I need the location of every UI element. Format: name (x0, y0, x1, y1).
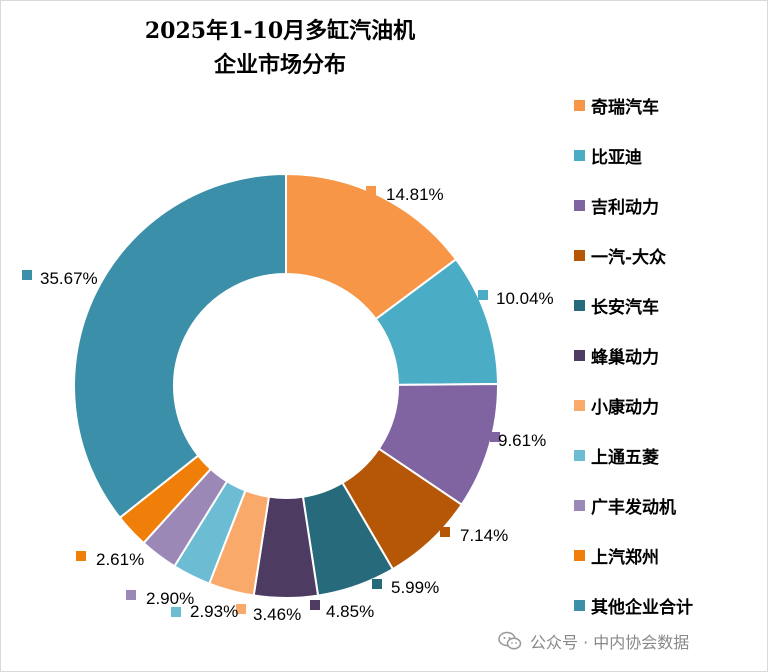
data-label-marker-1 (366, 186, 376, 196)
legend-swatch (574, 349, 585, 361)
legend-label: 奇瑞汽车 (591, 97, 659, 118)
slice-1 (285, 172, 458, 321)
slice-11 (73, 172, 287, 520)
data-label-6: 4.85% (326, 602, 374, 621)
legend-label: 其他企业合计 (591, 597, 693, 618)
legend-label: 小康动力 (591, 397, 659, 418)
legend-label: 长安汽车 (591, 297, 659, 318)
legend-swatch (574, 199, 585, 211)
legend-swatch (574, 99, 585, 111)
data-label-2: 10.04% (496, 289, 554, 308)
legend-label: 上汽郑州 (591, 547, 659, 568)
data-label-marker-6 (310, 600, 320, 610)
data-label-1: 14.81% (386, 185, 444, 204)
legend-swatch (574, 399, 585, 411)
legend-item-8: 上通五菱 (574, 440, 659, 470)
data-label-marker-8 (171, 607, 181, 617)
data-label-marker-11 (22, 270, 32, 280)
legend-item-2: 比亚迪 (574, 140, 642, 170)
data-label-9: 2.90% (146, 589, 194, 608)
data-label-5: 5.99% (391, 578, 439, 597)
legend-item-6: 蜂巢动力 (574, 340, 659, 370)
legend-label: 吉利动力 (591, 197, 659, 218)
legend-swatch (574, 549, 585, 561)
legend-item-7: 小康动力 (574, 390, 659, 420)
chart-title-line-1: 2025年1-10月多缸汽油机 (144, 18, 416, 44)
legend-label: 一汽-大众 (591, 247, 667, 268)
watermark-text: 公众号 · 中内协会数据 (530, 633, 690, 652)
legend-swatch (574, 299, 585, 311)
legend-item-11: 其他企业合计 (574, 590, 693, 620)
legend-swatch (574, 449, 585, 461)
data-label-8: 2.93% (190, 602, 238, 621)
data-label-marker-10 (76, 551, 86, 561)
chart-title-line-2: 企业市场分布 (213, 52, 346, 78)
legend-swatch (574, 249, 585, 261)
data-label-marker-2 (478, 290, 488, 300)
data-label-4: 7.14% (460, 526, 508, 545)
legend-item-4: 一汽-大众 (574, 240, 666, 270)
data-label-marker-9 (126, 590, 136, 600)
legend-label: 上通五菱 (591, 447, 659, 468)
legend-label: 比亚迪 (591, 147, 642, 168)
data-label-10: 2.61% (96, 550, 144, 569)
legend-item-9: 广丰发动机 (574, 490, 676, 520)
data-label-marker-4 (440, 527, 450, 537)
legend-swatch (574, 149, 585, 161)
data-label-marker-3 (490, 432, 500, 442)
legend-swatch (574, 499, 585, 511)
data-label-3: 9.61% (498, 431, 546, 450)
data-label-marker-7 (236, 604, 246, 614)
data-label-marker-5 (372, 579, 382, 589)
legend-item-3: 吉利动力 (574, 190, 659, 220)
legend-label: 广丰发动机 (591, 497, 676, 518)
data-label-11: 35.67% (40, 269, 98, 288)
legend-item-1: 奇瑞汽车 (574, 90, 659, 120)
legend-label: 蜂巢动力 (591, 347, 659, 368)
watermark: 公众号 · 中内协会数据 (498, 628, 689, 654)
wechat-icon (498, 631, 522, 650)
legend-item-10: 上汽郑州 (574, 540, 659, 570)
data-label-7: 3.46% (253, 605, 301, 624)
legend-swatch (574, 599, 585, 611)
legend-item-5: 长安汽车 (574, 290, 659, 320)
